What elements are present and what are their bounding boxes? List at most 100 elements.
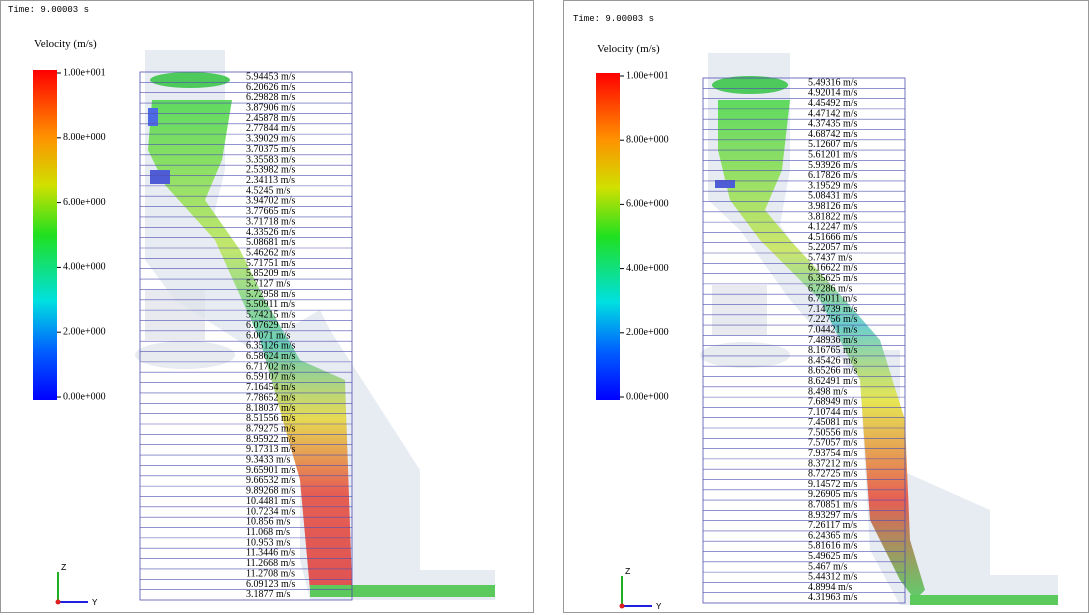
row-velocity: 9.26905 m/s (808, 489, 858, 500)
legend-title: Velocity (m/s) (34, 38, 97, 50)
row-velocity: 6.0071 m/s (246, 330, 291, 341)
legend-tick-label: 0.00e+000 (626, 391, 669, 402)
row-velocity: 6.71702 m/s (246, 361, 296, 372)
row-velocity: 3.81822 m/s (808, 211, 858, 222)
row-velocity: 4.33526 m/s (246, 227, 296, 238)
row-velocity: 3.98126 m/s (808, 201, 858, 212)
row-velocity: 8.45426 m/s (808, 355, 858, 366)
axis-y-label: Y (656, 602, 662, 612)
row-velocity: 7.10744 m/s (808, 407, 858, 418)
legend-tick-label: 4.00e+000 (63, 262, 106, 273)
row-velocity: 5.85209 m/s (246, 268, 296, 279)
row-velocity: 3.71718 m/s (246, 216, 296, 227)
row-velocity: 8.93297 m/s (808, 510, 858, 521)
legend-tick-label: 1.00e+001 (626, 70, 669, 81)
row-velocity: 6.75011 m/s (808, 294, 857, 305)
legend-tick-label: 4.00e+000 (626, 263, 669, 274)
row-velocity: 9.65901 m/s (246, 465, 296, 476)
row-velocity: 10.856 m/s (246, 517, 291, 528)
row-velocity: 3.35583 m/s (246, 154, 296, 165)
simulation-geometry (700, 53, 1058, 605)
row-velocity: 4.5245 m/s (246, 185, 291, 196)
legend-tick-label: 8.00e+000 (63, 132, 106, 143)
row-velocity: 11.068 m/s (246, 527, 290, 538)
row-velocity: 7.26117 m/s (808, 520, 857, 531)
row-velocity: 4.47142 m/s (808, 108, 858, 119)
row-velocity: 7.93754 m/s (808, 448, 858, 459)
row-velocity: 5.467 m/s (808, 561, 848, 572)
row-velocity: 10.953 m/s (246, 537, 291, 548)
row-velocity: 6.20626 m/s (246, 82, 296, 93)
row-velocity: 5.49625 m/s (808, 551, 858, 562)
axis-y-label: Y (92, 598, 98, 608)
row-velocity: 4.92014 m/s (808, 88, 858, 99)
row-velocity: 8.37212 m/s (808, 458, 858, 469)
row-velocity: 5.93926 m/s (808, 160, 858, 171)
row-velocity: 7.22756 m/s (808, 314, 858, 325)
row-velocity: 6.16622 m/s (808, 263, 858, 274)
color-bar (33, 70, 57, 400)
axis-origin (619, 603, 625, 609)
row-velocity: 5.72958 m/s (246, 289, 296, 300)
row-velocity: 11.2708 m/s (246, 568, 295, 579)
row-velocity: 4.51666 m/s (808, 232, 858, 243)
row-velocity: 5.49316 m/s (808, 77, 858, 88)
row-velocity: 3.77665 m/s (246, 206, 296, 217)
row-velocity: 3.39029 m/s (246, 134, 296, 145)
row-velocity: 5.12607 m/s (808, 139, 858, 150)
axis-origin (55, 599, 61, 605)
row-velocity: 7.50556 m/s (808, 427, 858, 438)
row-velocity: 5.08431 m/s (808, 191, 858, 202)
row-velocity: 3.94702 m/s (246, 196, 296, 207)
row-velocity: 8.70851 m/s (808, 500, 858, 511)
row-velocity: 9.17313 m/s (246, 444, 296, 455)
legend-tick-label: 6.00e+000 (626, 199, 669, 210)
row-velocity: 4.68742 m/s (808, 129, 858, 140)
row-velocity: 6.35126 m/s (246, 341, 296, 352)
row-velocity: 5.7437 m/s (808, 252, 853, 263)
row-velocity: 3.70375 m/s (246, 144, 296, 155)
row-velocity: 5.74215 m/s (246, 310, 296, 321)
legend-tick-label: 2.00e+000 (626, 327, 669, 338)
row-velocity: 8.79275 m/s (246, 423, 296, 434)
row-velocity: 2.53982 m/s (246, 165, 296, 176)
row-velocity: 8.95922 m/s (246, 434, 296, 445)
row-velocity: 2.77844 m/s (246, 123, 296, 134)
legend-tick-label: 0.00e+000 (63, 391, 106, 402)
measure-box (139, 71, 353, 601)
row-velocity: 5.44312 m/s (808, 572, 858, 583)
row-velocity: 11.2668 m/s (246, 558, 295, 569)
row-velocity: 5.94453 m/s (246, 71, 296, 82)
row-velocity: 5.81616 m/s (808, 541, 858, 552)
row-velocity: 6.59107 m/s (246, 372, 296, 383)
row-velocity: 5.08681 m/s (246, 237, 296, 248)
row-velocity: 4.45492 m/s (808, 98, 858, 109)
row-velocity: 7.14739 m/s (808, 304, 858, 315)
row-velocity: 9.3433 m/s (246, 455, 291, 466)
row-velocity: 11.3446 m/s (246, 548, 295, 559)
legend-tick-label: 8.00e+000 (626, 134, 669, 145)
row-velocity: 5.50911 m/s (246, 299, 295, 310)
row-velocity: 7.04421 m/s (808, 325, 858, 336)
row-velocity: 7.57057 m/s (808, 438, 858, 449)
row-velocity: 4.8994 m/s (808, 582, 853, 593)
row-velocity: 2.34113 m/s (246, 175, 295, 186)
row-velocity: 9.66532 m/s (246, 475, 296, 486)
row-velocity: 2.45878 m/s (246, 113, 296, 124)
row-velocity: 3.87906 m/s (246, 103, 296, 114)
row-velocity: 7.78652 m/s (246, 392, 296, 403)
measure-box (702, 77, 906, 604)
row-velocity: 8.65266 m/s (808, 366, 858, 377)
row-velocity: 6.17826 m/s (808, 170, 858, 181)
row-velocity: 10.4481 m/s (246, 496, 296, 507)
legend-tick-label: 1.00e+001 (63, 67, 106, 78)
row-velocity: 9.89268 m/s (246, 486, 296, 497)
row-velocity: 7.68949 m/s (808, 397, 858, 408)
row-velocity: 8.62491 m/s (808, 376, 858, 387)
row-velocity: 3.19529 m/s (808, 180, 858, 191)
axis-z-label: Z (61, 563, 67, 573)
row-velocity: 6.09123 m/s (246, 579, 296, 590)
row-velocity: 7.16454 m/s (246, 382, 296, 393)
row-velocity: 10.7234 m/s (246, 506, 296, 517)
